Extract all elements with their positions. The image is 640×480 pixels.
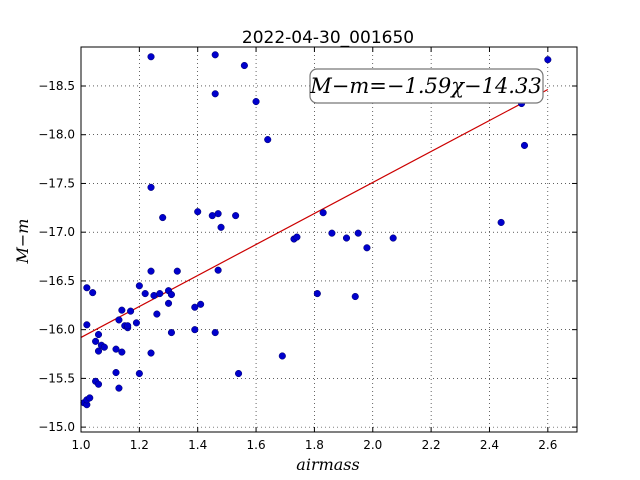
data-point [313,290,321,298]
data-point [147,349,155,357]
data-point [389,234,397,242]
data-point [94,347,103,355]
data-point [197,300,205,308]
data-point [191,303,199,311]
data-point [363,244,371,252]
data-point [252,98,260,106]
y-tick-label: −16.0 [38,323,75,337]
data-point [293,233,301,241]
data-point [135,369,143,378]
data-point [167,329,175,337]
data-point [194,208,202,216]
fit-equation-text: M−m=−1.59χ−14.33 [309,74,541,98]
data-point [100,343,108,351]
y-tick-label: −16.5 [38,274,75,288]
fit-line [80,88,549,338]
y-tick-label: −17.5 [38,176,75,190]
data-point [132,319,140,327]
fit-equation-box: M−m=−1.59χ−14.33 [309,68,544,104]
data-point [235,369,243,378]
data-point [112,345,120,353]
y-tick-label: −15.0 [38,420,75,434]
data-point [147,183,155,191]
data-point [351,292,359,301]
data-point [115,316,123,324]
data-point [208,212,216,220]
y-axis-ticks: −15.0 −15.5 −16.0 −16.5 −17.0 −17.5 −18.0 −18.5 [38,79,577,434]
data-point [83,321,91,329]
data-point [147,53,155,61]
data-points [80,51,552,409]
x-tick-label: 1.6 [247,438,266,452]
chart-title: 2022-04-30_001650 [242,28,414,48]
x-tick-label: 2.2 [422,438,441,452]
x-tick-label: 2.0 [363,438,382,452]
data-point [159,214,167,222]
y-tick-label: −18.0 [38,128,75,142]
y-tick-label: −15.5 [38,371,75,385]
data-point [127,307,135,315]
x-tick-label: 2.4 [480,438,499,452]
data-point [135,282,143,290]
x-tick-label: 1.0 [71,438,90,452]
data-point [264,136,272,144]
data-point [124,322,132,330]
data-point [217,223,225,231]
data-point [164,299,173,307]
grid [80,47,577,432]
data-point [167,291,175,299]
data-point [147,267,155,275]
data-point [319,209,327,217]
data-point [141,290,149,298]
data-point [115,384,123,392]
x-tick-label: 1.2 [130,438,149,452]
data-point [520,141,529,149]
x-tick-label: 1.4 [188,438,207,452]
data-point [278,352,286,360]
data-point [92,337,100,345]
data-point [118,348,126,356]
fit-equation-frame [309,68,544,104]
y-tick-label: −18.5 [38,79,75,93]
y-axis-label: M−m [13,219,32,265]
data-point [112,368,120,377]
data-point [214,266,222,274]
x-tick-label: 2.6 [538,438,557,452]
data-point [354,229,362,237]
data-point [173,267,181,275]
y-tick-label: −17.0 [38,225,75,239]
data-point [240,61,248,70]
data-point [211,329,219,337]
data-point [497,218,505,226]
data-point [232,212,240,220]
data-point [191,326,199,334]
data-point [153,310,161,318]
data-point [94,330,103,339]
data-point [544,56,552,64]
data-point [89,289,97,297]
data-point [211,51,219,59]
data-point [156,290,164,298]
x-axis-label: airmass [296,455,359,474]
data-point [328,229,336,237]
data-point [94,380,103,388]
data-point [83,284,91,292]
plot-frame [80,46,578,433]
data-point [86,394,94,402]
data-point [342,234,351,242]
data-point [211,90,219,98]
x-tick-label: 1.8 [305,438,324,452]
data-point [118,306,126,314]
